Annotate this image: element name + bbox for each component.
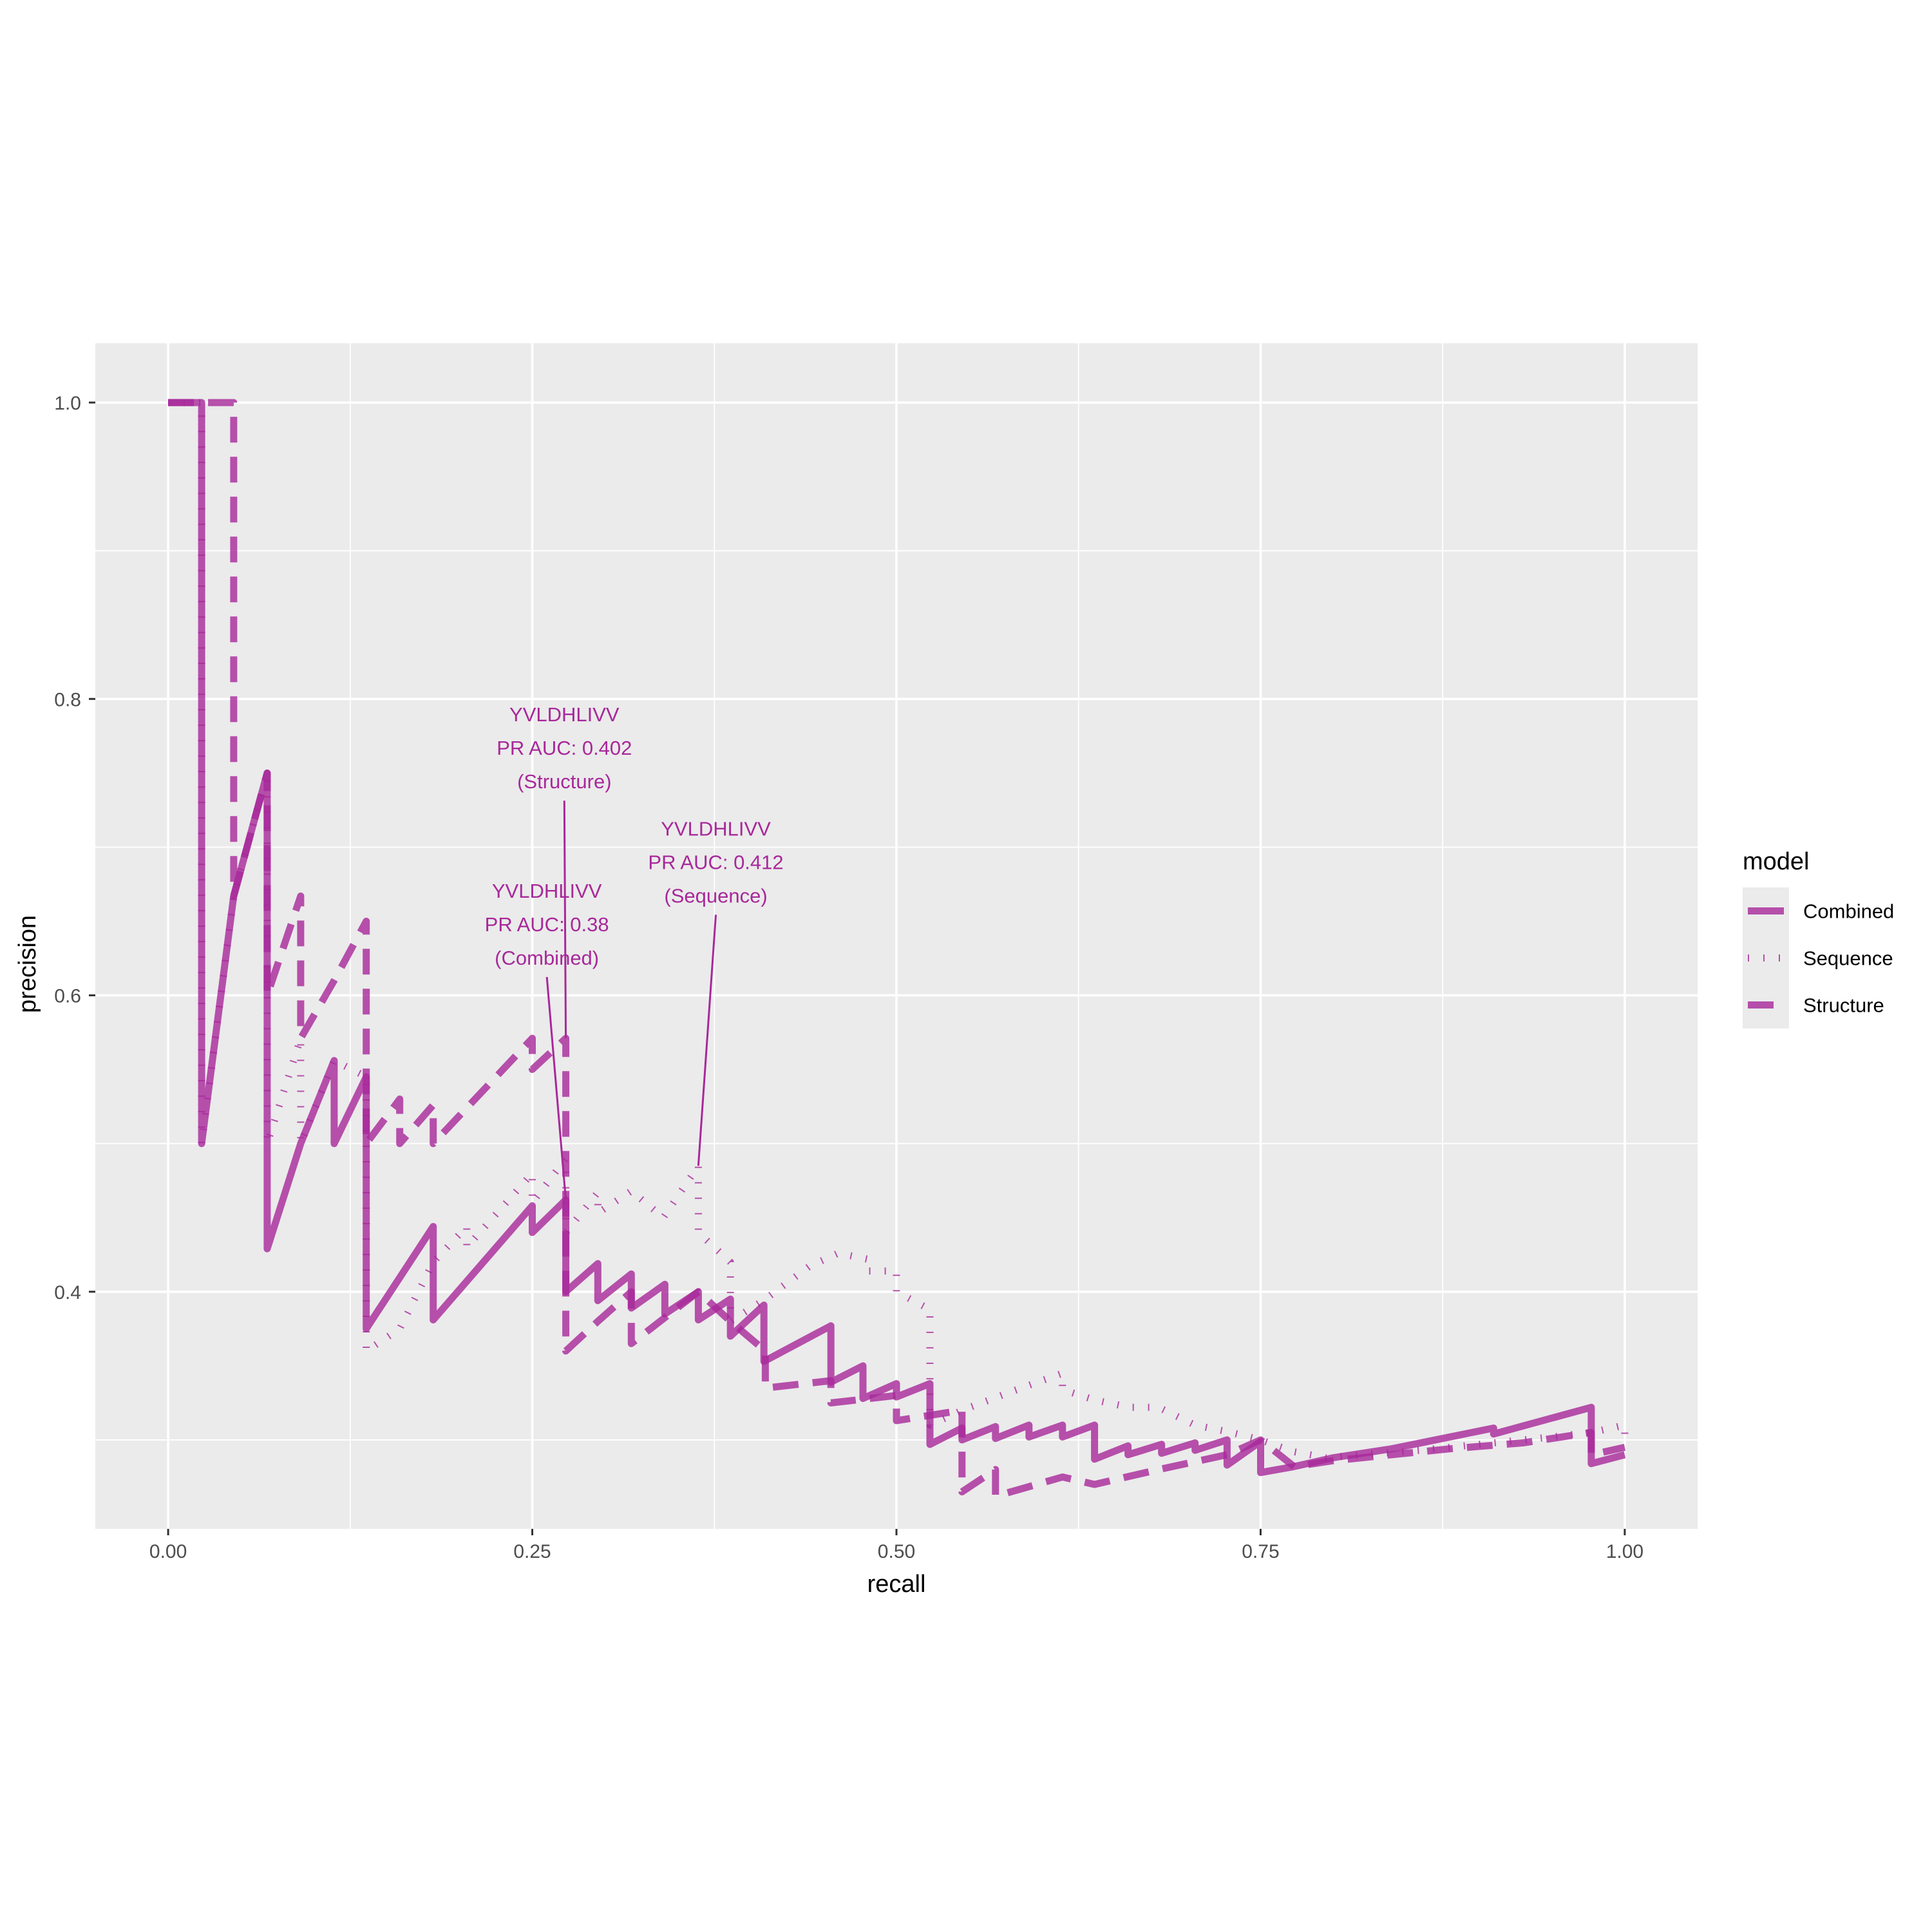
annotation-text: PR AUC: 0.412 [648,851,783,873]
legend-key-background [1743,934,1789,981]
annotations: YVLDHLIVV PR AUC: 0.402 (Structure) YVLDHLI… [485,703,784,1200]
legend: model Combined Sequence Structure [1743,848,1894,1028]
x-tick-label: 0.00 [149,1541,187,1562]
annotation-text: YVLDHLIVV [509,703,620,726]
legend-label: Combined [1803,900,1894,923]
y-tick-label: 0.8 [54,689,81,710]
x-tick-label: 0.50 [878,1541,915,1562]
annotation-text: (Combined) [495,947,599,969]
annotation-leader-line [697,914,717,1166]
series-line-combined [168,399,1626,1477]
legend-title: model [1743,848,1810,875]
annotation-leader-line [545,976,567,1200]
x-tick-label: 1.00 [1606,1541,1643,1562]
annotation-text: PR AUC: 0.402 [497,737,632,759]
series-line-structure [168,399,1626,1500]
series-lines [168,399,1629,1500]
axes: recall precision 0.00 0.25 0.50 0.75 1.00 0.4… [14,393,1643,1598]
legend-label: Structure [1803,994,1884,1017]
annotation-text: YVLDHLIVV [492,880,602,902]
annotation-text: PR AUC: 0.38 [485,913,609,936]
y-tick-label: 0.4 [54,1282,81,1303]
y-axis-title: precision [14,915,41,1013]
annotation-text: (Sequence) [664,884,767,907]
annotation-text: (Structure) [517,770,611,793]
annotation-text: YVLDHLIVV [661,817,771,840]
x-tick-label: 0.25 [513,1541,551,1562]
y-tick-label: 1.0 [54,393,81,414]
x-tick-label: 0.75 [1242,1541,1279,1562]
y-tick-label: 0.6 [54,986,81,1007]
annotation-leader-line [563,800,567,1039]
x-axis-title: recall [867,1571,926,1598]
legend-label: Sequence [1803,947,1893,970]
